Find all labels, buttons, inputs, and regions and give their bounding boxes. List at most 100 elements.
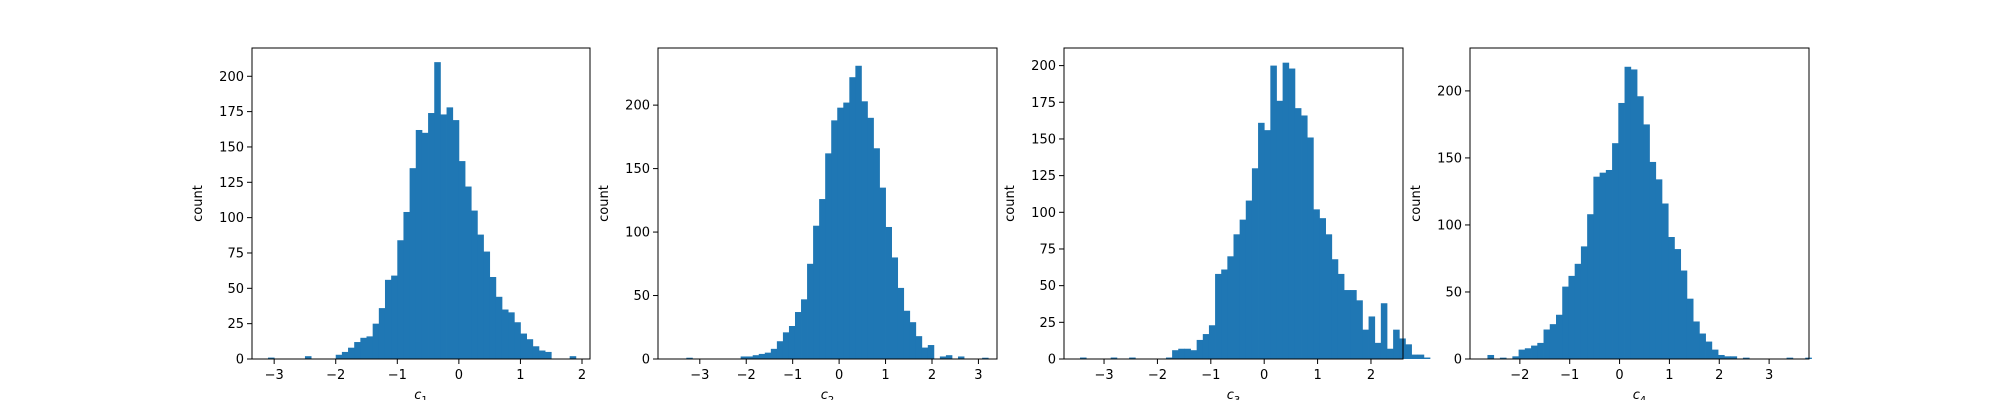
histogram-bar [1362,329,1369,359]
y-tick-label: 125 [219,176,244,191]
histogram-bar [1705,341,1713,359]
x-tick-label: −3 [690,368,709,383]
y-tick-label: 100 [219,211,244,226]
histogram-bar [909,322,917,359]
histogram-bar [1417,354,1425,359]
histogram-bar [1661,203,1669,359]
histogram-panel-4: −2 −1 0 1 2 3 0 50 100 150 200 c4 count [1409,47,1812,400]
y-tick-label: 150 [625,162,650,177]
histogram-bar [1630,69,1638,359]
y-tick-label: 175 [219,105,244,120]
histogram-bar [360,337,367,359]
histogram-bar [1331,259,1339,359]
histogram-bar [1350,290,1357,359]
histogram-bar [1178,348,1185,359]
y-tick-label: 200 [219,70,244,85]
histogram-bar [957,356,965,359]
histogram-bar [861,101,868,359]
histogram-bar [495,296,503,359]
x-tick-label: −1 [1560,368,1579,383]
histogram-panel-2: −3 −2 −1 0 1 2 3 0 50 100 150 200 c2 count [597,47,998,400]
x-tick-label: 2 [1715,368,1723,383]
y-tick-label: 150 [1031,132,1056,147]
histogram-bar [831,120,838,359]
histogram-bar [843,102,850,359]
x-tick-label: −2 [1510,368,1529,383]
histogram-bar [849,77,856,359]
histogram-bar [1276,100,1284,359]
histogram-bar [915,336,923,359]
y-tick-label: 100 [625,226,650,241]
histogram-bar [1637,96,1644,359]
y-axis-label: count [1409,185,1424,222]
histogram-bar [1649,161,1657,359]
histogram-bar [1693,321,1700,359]
histogram-bar [440,114,447,359]
histogram-bar [825,153,832,359]
histogram-bar [268,357,275,359]
histogram-bar [1405,344,1412,359]
histogram-bar [1202,334,1210,359]
histogram-bar [891,257,899,359]
histogram-bar [508,312,515,359]
axes-frame [1063,47,1404,360]
histogram-bar [873,148,880,359]
x-tick-label: −3 [265,368,284,383]
histogram-bar [465,186,472,359]
histogram-bar [421,132,429,359]
histogram-bar [1344,290,1351,359]
x-tick-label: 3 [974,368,982,383]
histogram-bar [1730,356,1738,359]
y-tick-label: 25 [1039,316,1056,331]
histogram-bar [501,309,509,359]
histogram-bar [1184,348,1191,359]
histogram-bar [1518,349,1526,359]
histogram-bar [764,352,772,359]
histogram-bar [794,312,802,359]
histogram-bar [391,275,398,359]
histogram-bar [1380,303,1388,359]
x-tick-label: −1 [783,368,802,383]
x-axis-label: c1 [414,388,428,400]
y-tick-label: 50 [1445,285,1462,300]
x-axis-label: c3 [1227,388,1241,400]
x-tick-label: −2 [326,368,345,383]
histogram-bar [1386,348,1394,359]
histogram-bar [520,333,527,359]
histogram-bar [1593,176,1601,359]
histogram-bar [686,357,693,359]
histogram-bar [1618,102,1625,360]
histogram-bar [1251,168,1259,359]
histogram-bar [1411,354,1419,359]
histogram-bar [545,351,552,359]
y-tick-label: 50 [633,289,650,304]
x-tick-label: 2 [578,368,586,383]
x-tick-label: 1 [516,368,524,383]
histogram-bar [1543,329,1551,359]
y-tick-label: 0 [642,353,650,368]
x-tick-label: −1 [388,368,407,383]
histogram-bar [1605,169,1613,359]
histogram-bar [752,355,760,359]
histogram-bar [1699,333,1706,359]
histogram-bar [1374,342,1382,359]
y-axis-label: count [1003,185,1018,222]
histogram-bar [532,346,540,359]
histogram-bar [879,187,886,359]
histogram-bar [1580,246,1588,359]
histogram-bar [335,354,343,359]
histogram-bar [1129,357,1136,359]
histogram-bar [776,341,784,359]
x-axis-label: c2 [821,388,835,400]
y-tick-label: 100 [1437,218,1462,233]
y-tick-label: 50 [227,282,244,297]
y-tick-label: 75 [1039,242,1056,257]
histogram-bar [1393,329,1400,359]
y-tick-label: 50 [1039,279,1056,294]
histogram-bar [378,308,386,359]
y-tick-label: 0 [1454,353,1462,368]
histogram-bar [1080,357,1087,359]
histogram-bar [471,210,478,359]
histogram-bar [1233,234,1241,359]
histogram-bar [1245,200,1253,359]
